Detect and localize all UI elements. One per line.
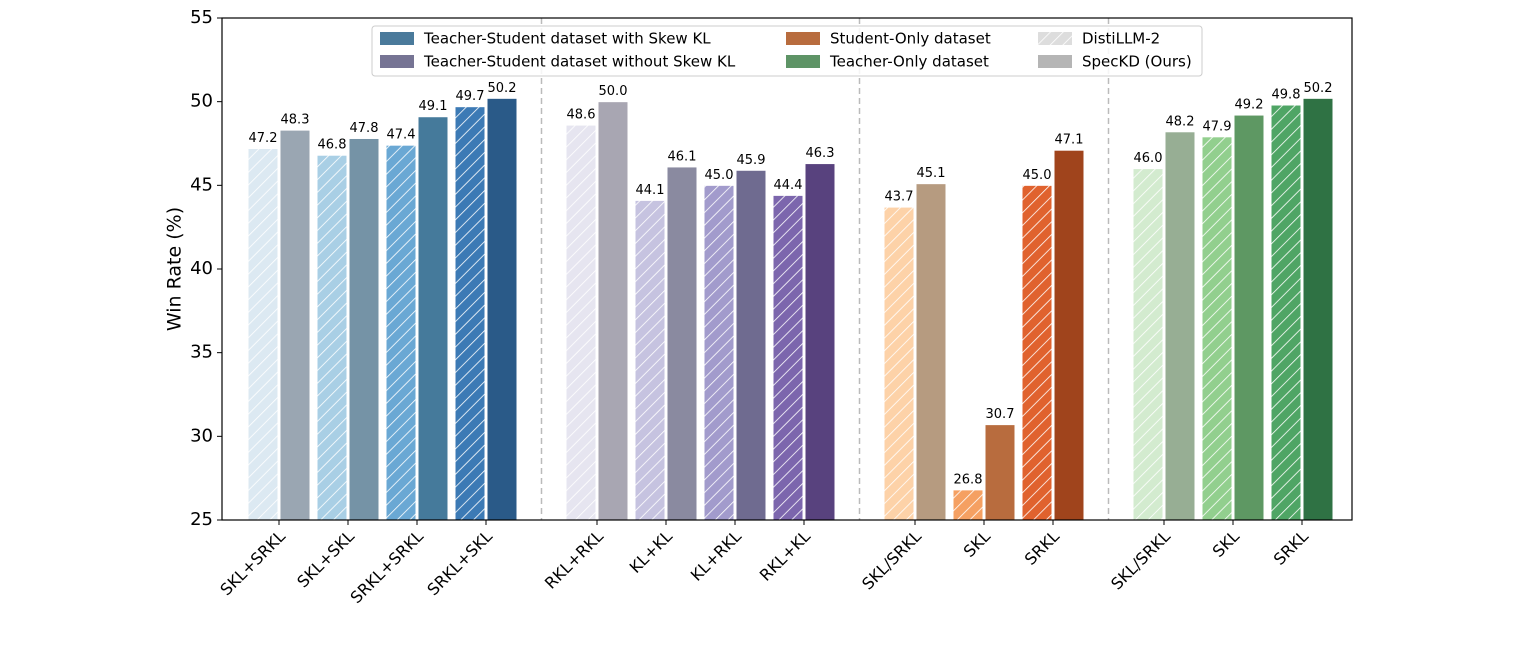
x-tick-label: SKL/SRKL xyxy=(858,527,925,594)
bar-hatch xyxy=(386,145,416,520)
y-tick-label: 40 xyxy=(190,258,213,279)
x-tick-label: KL+KL xyxy=(626,527,676,577)
bar xyxy=(1164,131,1196,521)
value-label: 49.8 xyxy=(1272,88,1301,103)
y-tick-label: 45 xyxy=(190,174,213,195)
bar xyxy=(666,166,698,521)
legend-label: Teacher-Student dataset with Skew KL xyxy=(423,30,711,48)
value-label: 48.2 xyxy=(1166,114,1195,129)
plot-frame xyxy=(221,17,1353,521)
y-axis-label: Win Rate (%) xyxy=(164,207,186,331)
value-label: 49.7 xyxy=(456,89,485,104)
bar-hatch xyxy=(773,195,803,520)
value-label: 49.1 xyxy=(419,99,448,114)
value-label: 48.6 xyxy=(567,108,596,123)
y-tick-label: 35 xyxy=(190,342,213,363)
bar-hatch xyxy=(248,148,278,520)
bar xyxy=(735,169,767,521)
value-label: 43.7 xyxy=(885,190,914,205)
bar-hatch xyxy=(455,106,485,520)
y-tick-label: 25 xyxy=(190,509,213,530)
value-label: 46.1 xyxy=(668,149,697,164)
value-label: 46.3 xyxy=(806,146,835,161)
value-label: 45.9 xyxy=(737,153,766,168)
bar-hatch xyxy=(317,155,347,521)
x-tick-label: SKL+SKL xyxy=(293,527,358,592)
x-tick-label: SRKL+SRKL xyxy=(347,527,428,608)
value-label: 45.0 xyxy=(1023,168,1052,183)
x-tick-label: SRKL xyxy=(1270,527,1312,569)
legend-swatch xyxy=(786,55,820,68)
value-label: 44.4 xyxy=(774,178,803,193)
x-tick-label: SRKL+SKL xyxy=(423,527,496,600)
value-label: 47.2 xyxy=(249,131,278,146)
legend-box xyxy=(371,25,1203,77)
x-tick-label: SRKL xyxy=(1021,527,1063,569)
bar-hatch xyxy=(1133,168,1163,520)
y-tick-label: 55 xyxy=(190,7,213,28)
value-label: 45.0 xyxy=(705,168,734,183)
legend-swatch xyxy=(380,32,414,45)
value-label: 30.7 xyxy=(986,407,1015,422)
bar xyxy=(597,101,629,521)
legend-label: Teacher-Only dataset xyxy=(829,53,989,71)
x-tick-label: SKL xyxy=(960,527,994,561)
bar xyxy=(417,116,449,521)
legend-label: DistiLLM-2 xyxy=(1082,30,1160,48)
bar-hatch xyxy=(953,489,983,520)
value-label: 48.3 xyxy=(281,113,310,128)
bar xyxy=(279,129,311,521)
bar xyxy=(1053,149,1085,521)
legend-swatch xyxy=(380,55,414,68)
value-label: 50.0 xyxy=(599,84,628,99)
bar xyxy=(804,163,836,521)
value-label: 49.2 xyxy=(1235,98,1264,113)
legend-swatch xyxy=(1038,55,1072,68)
bar-hatch xyxy=(704,185,734,521)
value-label: 45.1 xyxy=(917,166,946,181)
value-label: 50.2 xyxy=(488,81,517,96)
x-tick-label: SKL/SRKL xyxy=(1107,527,1174,594)
value-label: 26.8 xyxy=(954,472,983,487)
bar-hatch xyxy=(884,207,914,520)
bar xyxy=(1302,97,1334,521)
bar-hatch xyxy=(1022,185,1052,521)
value-label: 44.1 xyxy=(636,183,665,198)
legend-hatch xyxy=(1038,32,1072,45)
bar xyxy=(984,424,1016,521)
bar-hatch xyxy=(1202,136,1232,520)
y-tick-label: 50 xyxy=(190,91,213,112)
x-tick-label: RKL+RKL xyxy=(541,527,607,593)
x-tick-label: SKL xyxy=(1209,527,1243,561)
value-label: 47.1 xyxy=(1055,133,1084,148)
bar xyxy=(915,183,947,521)
bar-hatch xyxy=(635,200,665,521)
y-tick-label: 30 xyxy=(190,425,213,446)
x-tick-label: KL+RKL xyxy=(687,527,745,585)
legend-label: SpecKD (Ours) xyxy=(1082,53,1192,71)
bar xyxy=(1233,114,1265,521)
value-label: 46.0 xyxy=(1134,151,1163,166)
value-label: 50.2 xyxy=(1304,81,1333,96)
bar-hatch xyxy=(566,125,596,521)
value-label: 47.8 xyxy=(350,121,379,136)
value-label: 47.4 xyxy=(387,128,416,143)
bar xyxy=(348,137,380,521)
legend-swatch xyxy=(786,32,820,45)
legend-label: Student-Only dataset xyxy=(830,30,991,48)
value-label: 46.8 xyxy=(318,138,347,153)
x-tick-label: SKL+SRKL xyxy=(216,527,289,600)
legend-label: Teacher-Student dataset without Skew KL xyxy=(423,53,736,71)
bar-hatch xyxy=(1271,105,1301,520)
x-tick-label: RKL+KL xyxy=(756,527,814,585)
bar xyxy=(486,97,518,521)
value-label: 47.9 xyxy=(1203,119,1232,134)
